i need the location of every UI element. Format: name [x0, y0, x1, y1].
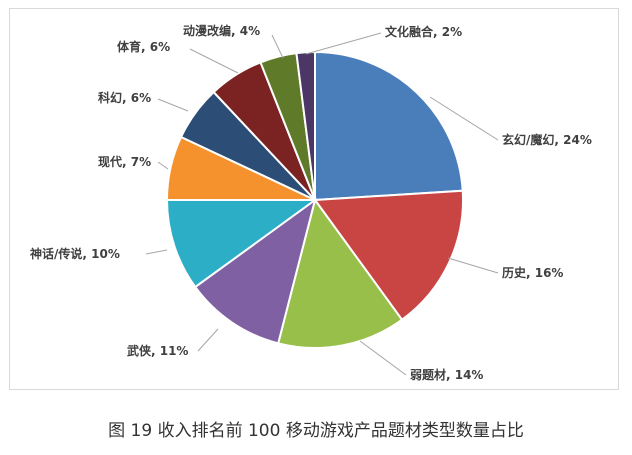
slice-label-7: 科幻, 6% — [98, 90, 151, 105]
slice-label-2: 历史, 16% — [502, 265, 563, 280]
pie-slice-5 — [165, 199, 319, 289]
slice-label-9: 动漫改编, 4% — [183, 23, 260, 38]
leader-line-8 — [189, 48, 239, 74]
leader-line-9 — [271, 34, 284, 59]
leader-line-5 — [145, 249, 168, 255]
figure-caption: 图 19 收入排名前 100 移动游戏产品题材类型数量占比 — [108, 421, 524, 441]
slice-label-1: 玄幻/魔幻, 24% — [502, 132, 592, 147]
slice-label-4: 武侠, 11% — [127, 343, 188, 358]
slice-label-3: 弱题材, 14% — [410, 367, 483, 382]
slice-label-6: 现代, 7% — [98, 154, 151, 169]
slice-label-5: 神话/传说, 10% — [30, 246, 120, 261]
pie-slice-1 — [314, 50, 464, 202]
pie-chart: 玄幻/魔幻, 24% 历史, 16% 弱题材, 14% 武侠, 11% 神话/传说, 1… — [30, 23, 592, 382]
leader-line-7 — [157, 98, 189, 112]
pie-slice-3 — [276, 197, 404, 349]
leader-line-10 — [305, 32, 382, 55]
slice-label-10: 文化融合, 2% — [385, 24, 462, 39]
pie-slice-2 — [313, 189, 464, 322]
leader-line-1 — [429, 96, 499, 141]
pie-slice-4 — [193, 197, 317, 345]
leader-line-6 — [157, 161, 169, 170]
leader-line-4 — [197, 328, 219, 352]
leader-line-3 — [359, 340, 407, 376]
chart-frame: 玄幻/魔幻, 24% 历史, 16% 弱题材, 14% 武侠, 11% 神话/传说, 1… — [9, 8, 619, 390]
leader-line-2 — [447, 257, 499, 274]
slice-label-8: 体育, 6% — [117, 39, 170, 54]
